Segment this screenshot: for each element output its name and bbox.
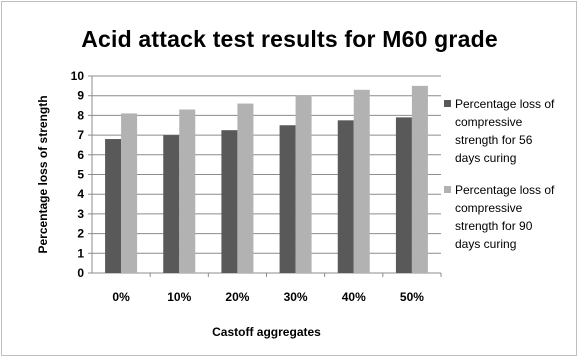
x-tick-label: 40% [342, 290, 366, 304]
x-tick-label: 50% [400, 290, 424, 304]
legend-label: days curing [455, 237, 516, 251]
legend-label: compressive [455, 201, 523, 215]
y-tick-label: 5 [77, 168, 84, 182]
y-tick-label: 8 [77, 108, 84, 122]
x-tick-label: 0% [112, 290, 130, 304]
legend-swatch [444, 186, 451, 193]
chart-title: Acid attack test results for M60 grade [81, 26, 498, 52]
legend-label: strength for 90 [455, 219, 533, 233]
legend-label: Percentage loss of [455, 97, 555, 111]
bar [279, 125, 296, 273]
x-tick-label: 20% [225, 290, 249, 304]
bar [411, 85, 428, 273]
bar [395, 117, 412, 274]
bar [121, 113, 138, 274]
y-tick-label: 3 [77, 207, 84, 221]
y-tick-label: 9 [77, 89, 84, 103]
bar [237, 103, 254, 273]
y-tick-label: 0 [77, 266, 84, 280]
bar [353, 89, 370, 273]
y-tick-label: 4 [77, 187, 84, 201]
legend-swatch [444, 100, 451, 107]
legend-label: compressive [455, 115, 523, 129]
x-tick-label: 10% [167, 290, 191, 304]
bar [163, 135, 180, 273]
y-tick-label: 6 [77, 148, 84, 162]
bar [295, 95, 312, 273]
y-axis-title: Percentage loss of strength [36, 95, 50, 253]
y-tick-label: 7 [77, 128, 84, 142]
x-tick-label: 30% [284, 290, 308, 304]
bar [105, 139, 122, 273]
bar [337, 120, 354, 273]
legend-label: Percentage loss of [455, 183, 555, 197]
y-tick-label: 2 [77, 227, 84, 241]
legend-label: strength for 56 [455, 133, 533, 147]
legend-label: days curing [455, 151, 516, 165]
y-tick-label: 1 [77, 246, 84, 260]
bar [221, 130, 238, 273]
bar [179, 109, 196, 274]
x-axis-title: Castoff aggregates [212, 325, 321, 339]
y-tick-label: 10 [71, 69, 85, 83]
